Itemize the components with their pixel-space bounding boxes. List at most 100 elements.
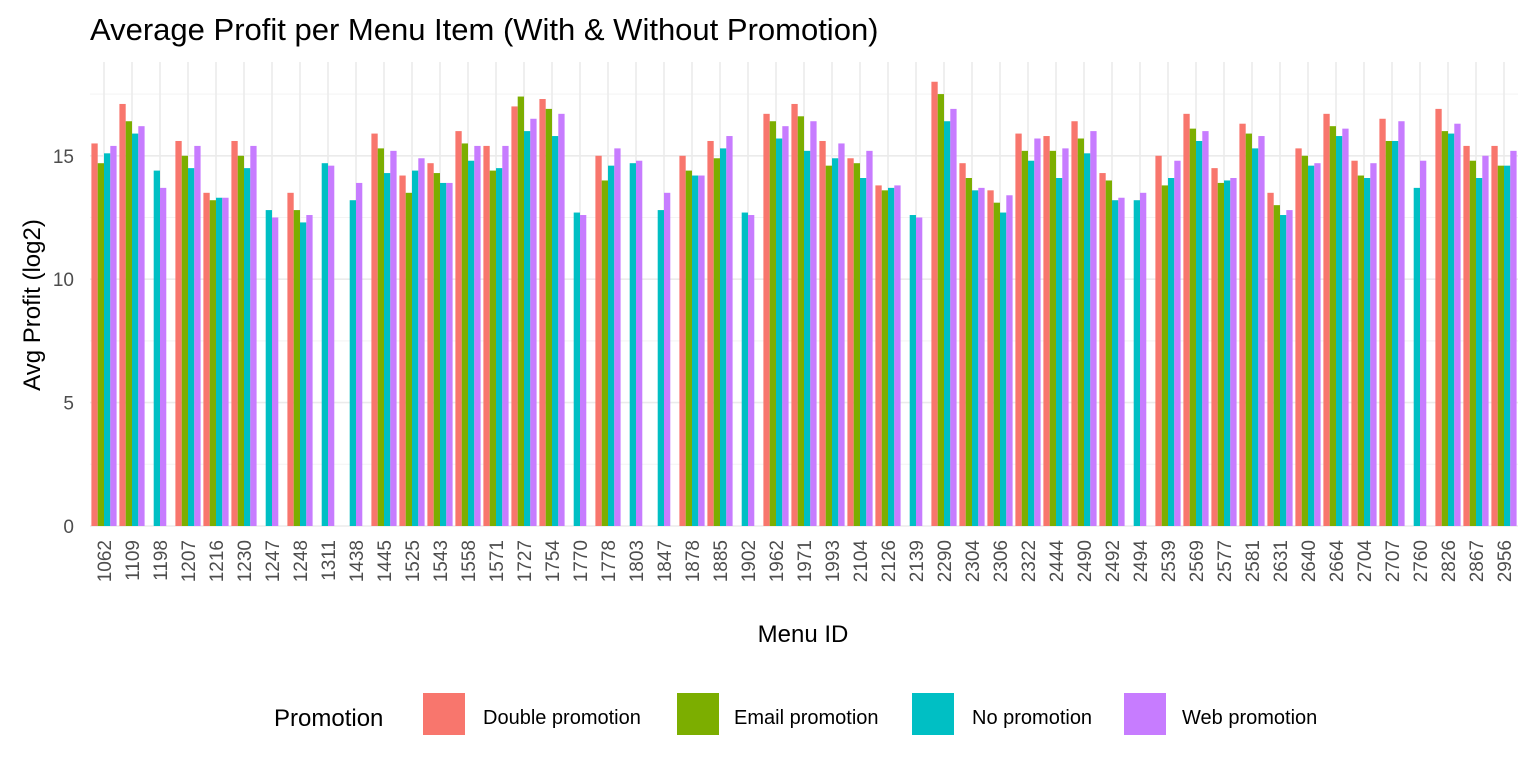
x-axis-title: Menu ID: [758, 621, 849, 648]
bar-1230-web-promotion: [250, 145, 257, 526]
y-tick-label: 5: [63, 394, 74, 415]
bar-1778-double-promotion: [595, 155, 602, 526]
bar-1445-double-promotion: [371, 133, 378, 526]
bar-1962-web-promotion: [782, 126, 789, 526]
x-tick-label: 1216: [207, 540, 228, 582]
x-tick-label: 1902: [739, 540, 760, 582]
bar-1558-double-promotion: [455, 131, 462, 526]
x-tick-label: 1543: [431, 540, 452, 582]
bar-1445-email-promotion: [377, 148, 384, 526]
bar-1109-no-promotion: [132, 133, 139, 526]
x-tick-label: 1885: [711, 540, 732, 582]
bar-2631-web-promotion: [1286, 210, 1293, 526]
bar-2539-web-promotion: [1174, 160, 1181, 527]
bar-2631-double-promotion: [1267, 192, 1274, 526]
bar-2322-web-promotion: [1034, 138, 1041, 527]
x-tick-label: 2826: [1439, 540, 1460, 582]
x-tick-label: 1525: [403, 540, 424, 582]
bar-1248-no-promotion: [300, 222, 307, 526]
bar-2139-no-promotion: [909, 215, 916, 526]
bar-2444-double-promotion: [1043, 136, 1050, 527]
x-tick-label: 2104: [851, 540, 872, 583]
y-axis-title: Avg Profit (log2): [19, 219, 46, 391]
bar-2707-double-promotion: [1379, 118, 1386, 526]
bar-1571-double-promotion: [483, 145, 490, 526]
bar-2304-web-promotion: [978, 187, 985, 526]
bar-2577-double-promotion: [1211, 168, 1218, 526]
bar-1878-no-promotion: [692, 175, 699, 526]
bar-2492-web-promotion: [1118, 197, 1125, 526]
x-tick-label: 2867: [1467, 540, 1488, 582]
bar-2126-no-promotion: [888, 187, 895, 526]
bar-1847-no-promotion: [657, 210, 664, 526]
bar-2490-double-promotion: [1071, 121, 1078, 526]
bar-1727-double-promotion: [511, 106, 518, 526]
bar-2581-email-promotion: [1245, 133, 1252, 526]
bar-2104-web-promotion: [866, 150, 873, 526]
x-tick-label: 1971: [795, 540, 816, 582]
bar-1207-web-promotion: [194, 145, 201, 526]
y-tick-label: 0: [63, 517, 74, 538]
bar-2490-web-promotion: [1090, 131, 1097, 526]
bar-2760-web-promotion: [1420, 160, 1427, 527]
bar-2104-email-promotion: [853, 163, 860, 527]
bar-1525-web-promotion: [418, 158, 425, 527]
x-tick-label: 1778: [599, 540, 620, 582]
bar-2306-web-promotion: [1006, 195, 1013, 526]
bar-2569-no-promotion: [1196, 140, 1203, 526]
x-tick-label: 2640: [1299, 540, 1320, 582]
bar-2577-web-promotion: [1230, 178, 1237, 526]
bar-2306-email-promotion: [993, 202, 1000, 526]
bar-1216-email-promotion: [209, 200, 216, 526]
x-tick-label: 2569: [1187, 540, 1208, 582]
x-tick-label: 1847: [655, 540, 676, 582]
bar-2290-double-promotion: [931, 81, 938, 526]
x-tick-label: 2664: [1327, 540, 1348, 583]
bar-2826-email-promotion: [1441, 131, 1448, 526]
bar-1558-email-promotion: [461, 143, 468, 526]
bar-2956-no-promotion: [1504, 165, 1511, 526]
bar-1207-email-promotion: [181, 155, 188, 526]
bar-1109-web-promotion: [138, 126, 145, 526]
bar-1248-web-promotion: [306, 215, 313, 526]
bar-2104-no-promotion: [860, 178, 867, 526]
x-tick-label: 2707: [1383, 540, 1404, 582]
bar-1971-double-promotion: [791, 103, 798, 526]
bar-2104-double-promotion: [847, 158, 854, 527]
legend-key-no-promotion: [912, 693, 954, 735]
bar-2956-email-promotion: [1497, 165, 1504, 526]
bar-2664-web-promotion: [1342, 128, 1349, 526]
bar-1062-web-promotion: [110, 145, 117, 526]
bar-1993-double-promotion: [819, 140, 826, 526]
bar-1558-no-promotion: [468, 160, 475, 527]
bar-2322-no-promotion: [1028, 160, 1035, 527]
bar-1230-email-promotion: [237, 155, 244, 526]
x-tick-label: 2126: [879, 540, 900, 582]
bar-2290-email-promotion: [937, 94, 944, 526]
bar-2707-no-promotion: [1392, 140, 1399, 526]
bar-1878-double-promotion: [679, 155, 686, 526]
bar-1778-no-promotion: [608, 165, 615, 526]
bar-2956-double-promotion: [1491, 145, 1498, 526]
x-tick-label: 2539: [1159, 540, 1180, 582]
bar-1993-email-promotion: [825, 165, 832, 526]
bar-1754-double-promotion: [539, 99, 546, 527]
bar-1727-web-promotion: [530, 118, 537, 526]
bar-1525-no-promotion: [412, 170, 419, 526]
x-tick-label: 2322: [1019, 540, 1040, 582]
bar-2490-email-promotion: [1077, 138, 1084, 527]
bar-2492-double-promotion: [1099, 173, 1106, 526]
bar-1993-web-promotion: [838, 143, 845, 526]
x-tick-label: 2444: [1047, 540, 1068, 583]
bar-1727-no-promotion: [524, 131, 531, 526]
bar-1778-web-promotion: [614, 148, 621, 526]
x-axis-ticks: 1062 1109 1198 1207 1216 1230 1247 1248 1311 1438…: [95, 540, 1516, 583]
bar-1878-web-promotion: [698, 175, 705, 526]
x-tick-label: 1993: [823, 540, 844, 582]
bar-1543-double-promotion: [427, 163, 434, 527]
bar-2322-email-promotion: [1021, 150, 1028, 526]
bar-1248-double-promotion: [287, 192, 294, 526]
bar-1207-double-promotion: [175, 140, 182, 526]
x-tick-label: 2577: [1215, 540, 1236, 582]
